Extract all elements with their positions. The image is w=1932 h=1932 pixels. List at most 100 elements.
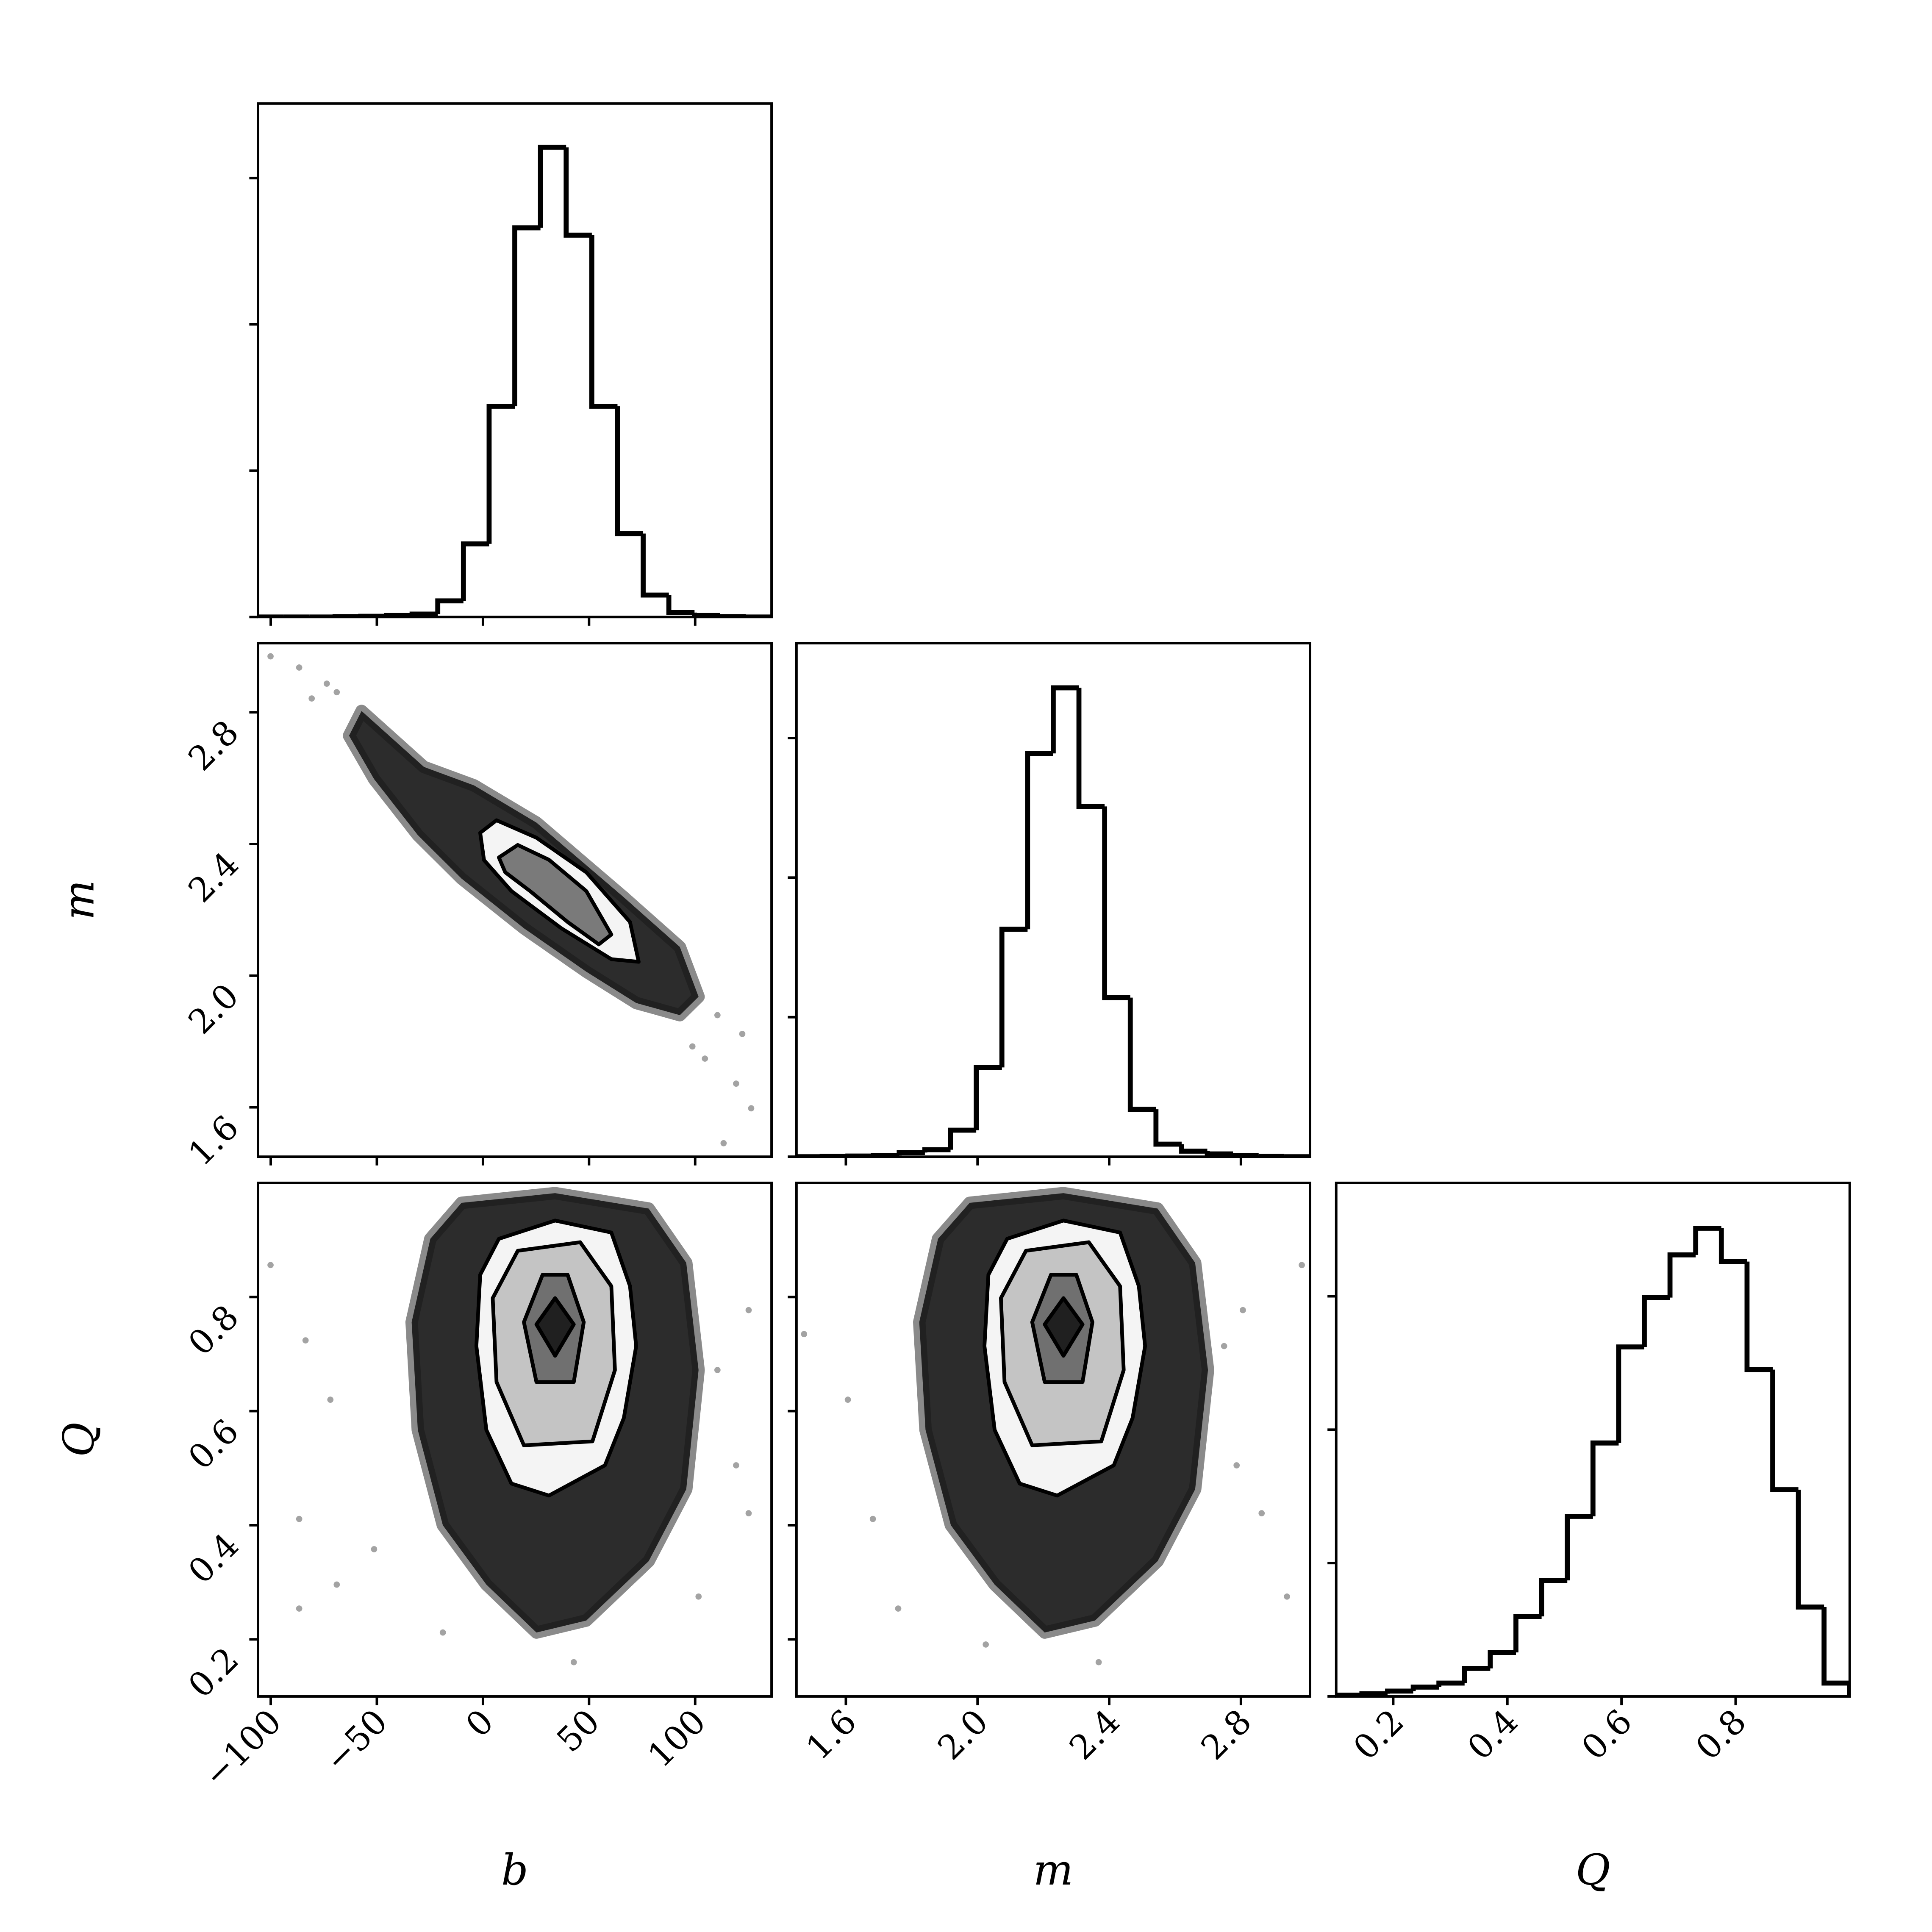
histogram-step [1336, 1692, 1362, 1696]
panel-frame [1335, 1181, 1851, 1698]
sample-point [869, 1516, 876, 1522]
sample-point [733, 1080, 739, 1087]
panel-frame [257, 642, 773, 1158]
histogram-step [1462, 1666, 1491, 1683]
panel-frame [257, 102, 773, 619]
histogram-step [1230, 1152, 1259, 1157]
sample-point [296, 1516, 303, 1522]
histogram-step [1488, 1650, 1516, 1668]
sample-point [1284, 1593, 1290, 1600]
histogram-step [922, 1147, 951, 1153]
sample-point [745, 1307, 752, 1313]
sample-point [689, 1043, 696, 1050]
plot-area [267, 653, 755, 1146]
histogram-step [564, 147, 592, 238]
histogram-step [461, 541, 489, 601]
plot-area [1336, 1226, 1850, 1696]
histogram-step [897, 1150, 925, 1155]
histogram-step [1770, 1369, 1799, 1492]
sample-point [983, 1641, 989, 1648]
histogram-step [1590, 1440, 1619, 1516]
sample-point [327, 1396, 334, 1403]
sample-point [1258, 1510, 1265, 1517]
histogram-step [1385, 1688, 1413, 1694]
histogram-step [1436, 1680, 1465, 1687]
histogram-step [435, 598, 464, 614]
sample-point [267, 653, 274, 660]
histogram-step [538, 144, 566, 228]
histogram-step [486, 404, 515, 544]
histogram-step [948, 1127, 977, 1150]
sample-point [323, 680, 330, 687]
histogram-step [1642, 1295, 1670, 1347]
sample-point [267, 1262, 274, 1269]
sample-point [695, 1593, 702, 1600]
sample-point [302, 1337, 309, 1344]
histogram-step [1796, 1489, 1824, 1610]
histogram-step [1616, 1344, 1645, 1443]
panel-frame [795, 1181, 1311, 1698]
histogram-step [1718, 1228, 1747, 1264]
sample-point [1221, 1343, 1227, 1349]
histogram-step [1667, 1252, 1696, 1298]
sample-point [739, 1030, 746, 1037]
histogram-step [1565, 1514, 1593, 1581]
histogram-step [1359, 1691, 1388, 1696]
histogram-step [409, 611, 438, 617]
histogram-step [1744, 1261, 1773, 1372]
histogram-step [1153, 1109, 1182, 1147]
x-axis-label: Q [1576, 1845, 1610, 1895]
histogram-step [1076, 688, 1105, 809]
sample-point [296, 664, 303, 671]
sample-point [296, 1605, 303, 1612]
y-axis-label: Q [54, 1422, 104, 1457]
histogram-step [1205, 1151, 1233, 1157]
histogram-step [1179, 1144, 1208, 1154]
sample-point [371, 1546, 378, 1552]
sample-point [439, 1629, 446, 1636]
contour [1043, 1296, 1085, 1358]
sample-point [308, 695, 315, 702]
sample-point [714, 1367, 721, 1373]
sample-point [714, 1012, 721, 1019]
histogram-step [1513, 1614, 1542, 1653]
sample-point [333, 1581, 340, 1588]
histogram-step [974, 1065, 1002, 1130]
panel-frame [257, 1181, 773, 1698]
contour [534, 1296, 576, 1358]
histogram-step [1102, 806, 1130, 1000]
histogram-step [999, 927, 1028, 1068]
histogram-step [666, 595, 695, 615]
x-axis-label: m [1033, 1845, 1074, 1895]
plot-area [267, 1187, 752, 1666]
sample-point [720, 1140, 727, 1146]
sample-point [1095, 1659, 1102, 1666]
sample-point [702, 1055, 708, 1062]
histogram-step [1127, 997, 1156, 1112]
histogram-step [1025, 751, 1053, 930]
panel [249, 102, 773, 626]
sample-point [895, 1605, 902, 1612]
sample-point [844, 1396, 851, 1403]
sample-point [1233, 1462, 1240, 1468]
histogram-step [512, 225, 541, 406]
sample-point [733, 1462, 739, 1468]
histogram-step [692, 612, 720, 617]
sample-point [745, 1510, 752, 1517]
plot-area [258, 144, 772, 617]
histogram-step [1410, 1685, 1439, 1691]
histogram-step [641, 533, 669, 598]
sample-point [333, 689, 340, 696]
histogram-step [589, 235, 618, 409]
histogram-step [1693, 1226, 1721, 1255]
histogram-step [1821, 1607, 1850, 1696]
histogram-step [1051, 685, 1079, 754]
histogram-step [615, 406, 644, 536]
panel [788, 642, 1311, 1166]
sample-point [570, 1659, 577, 1666]
